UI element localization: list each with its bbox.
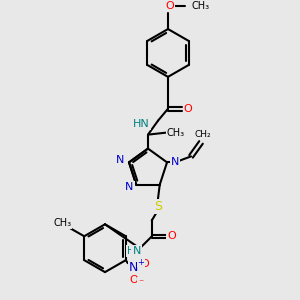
- Text: O: O: [167, 231, 176, 242]
- Text: H: H: [128, 246, 135, 256]
- Text: N: N: [129, 261, 139, 274]
- Text: O: O: [166, 1, 174, 11]
- Text: O: O: [184, 104, 192, 114]
- Text: CH₃: CH₃: [167, 128, 185, 138]
- Text: O: O: [129, 275, 138, 285]
- Text: N: N: [132, 246, 141, 256]
- Text: N: N: [125, 182, 134, 192]
- Text: ⁻: ⁻: [138, 278, 143, 288]
- Text: CH₃: CH₃: [53, 218, 71, 228]
- Text: +: +: [137, 258, 144, 267]
- Text: HN: HN: [133, 119, 150, 129]
- Text: N: N: [116, 155, 124, 165]
- Text: CH₂: CH₂: [195, 130, 211, 139]
- Text: S: S: [154, 200, 162, 213]
- Text: O: O: [140, 259, 149, 269]
- Text: CH₃: CH₃: [192, 1, 210, 11]
- Text: N: N: [171, 157, 179, 167]
